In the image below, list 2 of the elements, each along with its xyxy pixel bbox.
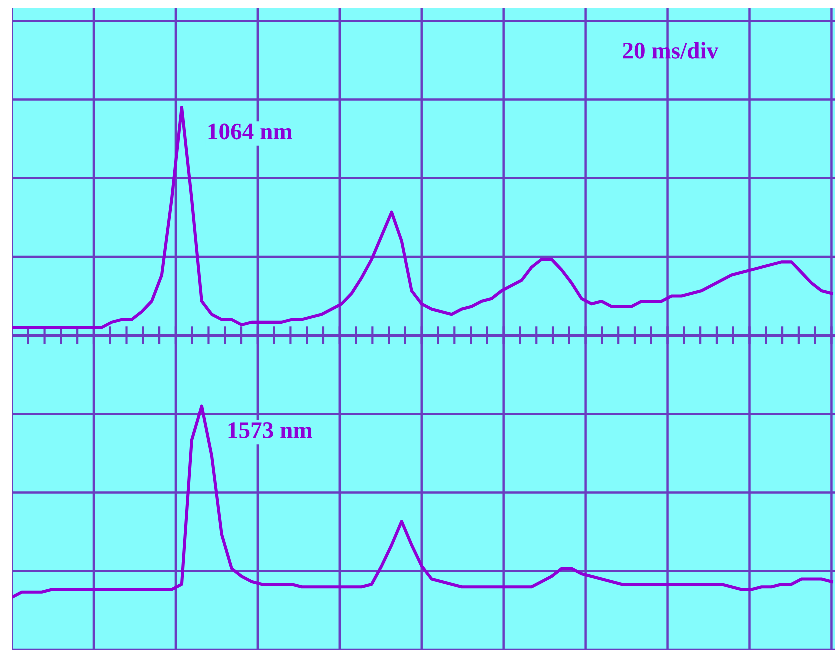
series-label: 1573 nm [228, 422, 312, 438]
series-label: 1064 nm [208, 124, 292, 140]
